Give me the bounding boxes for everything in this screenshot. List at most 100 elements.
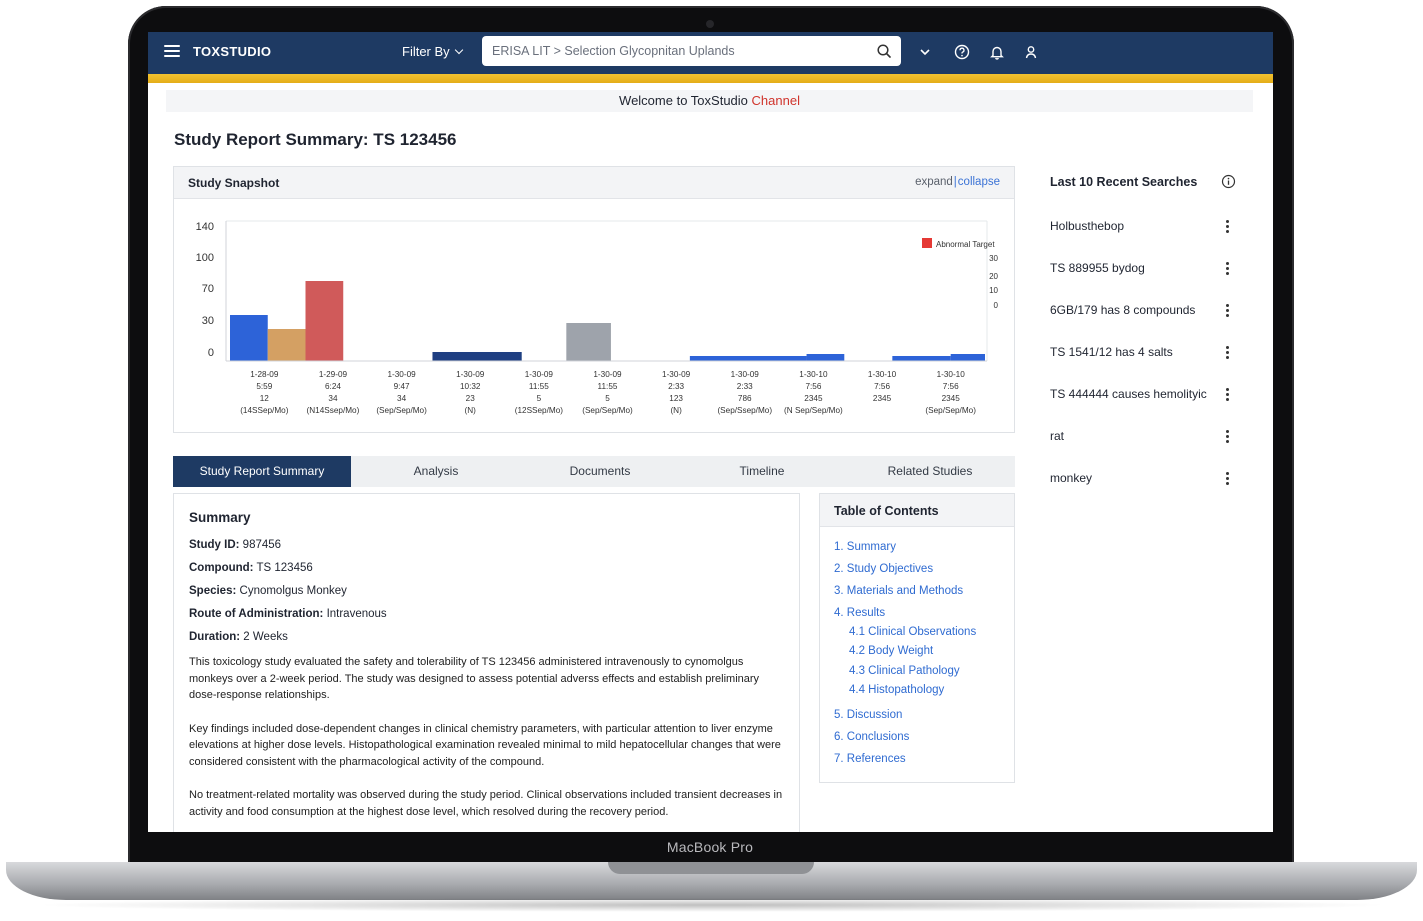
recent-search-item[interactable]: monkey (1050, 471, 1093, 485)
chart-bar (566, 323, 611, 361)
more-options-icon[interactable] (1226, 388, 1230, 402)
chart-bar (230, 315, 268, 361)
nav-accent-stripe (148, 74, 1273, 83)
x-tick-label: 1-30-09 (387, 370, 416, 379)
brand-logo[interactable]: TOXSTUDIO (193, 44, 272, 59)
laptop-shadow (30, 898, 1393, 912)
y-tick-label: 140 (196, 221, 214, 233)
x-tick-label: 5 (537, 394, 542, 403)
field-label: Duration: (189, 631, 241, 643)
summary-field: Species: Cynomolgus Monkey (189, 585, 784, 597)
collapse-link[interactable]: collapse (957, 176, 1000, 188)
top-nav: TOXSTUDIO Filter By ERISA LIT > Selectio… (148, 32, 1273, 74)
x-tick-label: 1-28-09 (250, 370, 279, 379)
x-tick-label: (N) (670, 406, 682, 415)
snapshot-title: Study Snapshot (188, 176, 280, 190)
x-tick-label: 1-29-09 (319, 370, 348, 379)
legend-swatch (922, 238, 932, 248)
toc-link[interactable]: 4.4 Histopathology (849, 684, 945, 696)
device-label: MacBook Pro (666, 839, 754, 855)
toc-link[interactable]: 4.3 Clinical Pathology (849, 665, 960, 677)
recent-search-item[interactable]: TS 1541/12 has 4 salts (1050, 345, 1173, 359)
x-tick-label: (N) (465, 406, 477, 415)
summary-paragraph: No treatment-related mortality was obser… (189, 789, 783, 818)
search-input[interactable]: ERISA LIT > Selection Glycopnitan Upland… (482, 36, 901, 66)
field-label: Study ID: (189, 539, 240, 551)
help-icon[interactable] (953, 43, 971, 61)
x-tick-label: 34 (397, 394, 407, 403)
recent-search-item[interactable]: Holbusthebop (1050, 219, 1125, 233)
summary-paragraph: Key findings included dose-dependent cha… (189, 722, 781, 768)
x-tick-label: 11:55 (598, 382, 618, 391)
x-tick-label: 786 (738, 394, 752, 403)
field-value: Cynomolgus Monkey (236, 585, 347, 597)
chart-bar (689, 356, 807, 361)
recent-search-item[interactable]: TS 444444 causes hemolityic (1050, 387, 1207, 401)
expand-link[interactable]: expand (915, 176, 953, 188)
field-value: 2 Weeks (240, 631, 288, 643)
more-options-icon[interactable] (1226, 472, 1230, 486)
camera-dot (706, 20, 714, 28)
toc-heading: Table of Contents (820, 494, 1014, 527)
field-label: Route of Administration: (189, 608, 324, 620)
more-options-icon[interactable] (1226, 346, 1230, 360)
recent-search-item[interactable]: TS 889955 bydog (1050, 261, 1145, 275)
toc-link[interactable]: 4.1 Clinical Observations (849, 626, 977, 638)
toc-link[interactable]: 2. Study Objectives (834, 563, 934, 575)
x-tick-label: (N Sep/Sep/Mo) (784, 406, 843, 415)
filter-by-dropdown[interactable]: Filter By (402, 44, 463, 59)
tab-documents[interactable]: Documents (569, 464, 631, 478)
y-tick-label: 100 (196, 252, 214, 264)
field-label: Species: (189, 585, 237, 597)
tab-analysis[interactable]: Analysis (413, 464, 459, 478)
x-tick-label: 6:24 (325, 382, 341, 391)
chevron-down-icon[interactable] (916, 43, 934, 61)
welcome-channel: Channel (751, 93, 800, 108)
x-tick-label: 1-30-09 (593, 370, 622, 379)
search-icon[interactable] (876, 43, 892, 59)
toggle-separator: | (953, 176, 957, 188)
more-options-icon[interactable] (1226, 304, 1230, 318)
study-snapshot-card: Study Snapshot expand|collapse 140 100 70 3… (173, 166, 1015, 433)
user-icon[interactable] (1022, 43, 1040, 61)
toc-link[interactable]: 6. Conclusions (834, 731, 910, 743)
x-tick-label: 1-30-09 (456, 370, 485, 379)
x-tick-label: 7:56 (805, 382, 821, 391)
toc-link[interactable]: 3. Materials and Methods (834, 585, 964, 597)
table-of-contents: Table of Contents 1. Summary 2. Study Obj… (819, 493, 1015, 783)
secondary-y-tick-label: 0 (994, 301, 999, 310)
x-tick-label: (Sep/Ssep/Mo) (717, 406, 772, 415)
recent-search-item[interactable]: rat (1050, 429, 1065, 443)
field-label: Compound: (189, 562, 254, 574)
legend-label: Abnormal Target (936, 240, 995, 249)
toc-link[interactable]: 5. Discussion (834, 709, 903, 721)
x-tick-label: 12 (260, 394, 270, 403)
recent-search-item[interactable]: 6GB/179 has 8 compounds (1050, 303, 1196, 317)
toc-link[interactable]: 4. Results (834, 607, 886, 619)
tab-related-studies[interactable]: Related Studies (887, 464, 973, 478)
more-options-icon[interactable] (1226, 262, 1230, 276)
recent-searches-title: Last 10 Recent Searches (1050, 175, 1198, 189)
menu-icon[interactable] (164, 45, 180, 57)
x-tick-label: 11:55 (529, 382, 549, 391)
info-icon[interactable] (1221, 174, 1236, 189)
snapshot-header: Study Snapshot expand|collapse (174, 167, 1014, 199)
y-tick-label: 30 (202, 315, 214, 327)
x-tick-label: (Sep/Sep/Mo) (925, 406, 976, 415)
more-options-icon[interactable] (1226, 430, 1230, 444)
bell-icon[interactable] (988, 43, 1006, 61)
toc-link[interactable]: 1. Summary (834, 541, 896, 553)
summary-field: Compound: TS 123456 (189, 562, 784, 574)
report-tabs: Study Report Summary Analysis Documents Tim… (173, 456, 1015, 487)
chart-bar (305, 281, 344, 361)
more-options-icon[interactable] (1226, 220, 1230, 234)
field-value: Intravenous (323, 608, 387, 620)
tab-timeline[interactable]: Timeline (739, 464, 785, 478)
toc-link[interactable]: 4.2 Body Weight (849, 645, 934, 657)
app-screen: TOXSTUDIO Filter By ERISA LIT > Selectio… (148, 32, 1273, 832)
toc-link[interactable]: 7. References (834, 753, 906, 765)
tab-study-report-summary[interactable]: Study Report Summary (173, 456, 351, 487)
x-tick-label: (Sep/Sep/Mo) (582, 406, 633, 415)
x-tick-label: 2345 (942, 394, 961, 403)
